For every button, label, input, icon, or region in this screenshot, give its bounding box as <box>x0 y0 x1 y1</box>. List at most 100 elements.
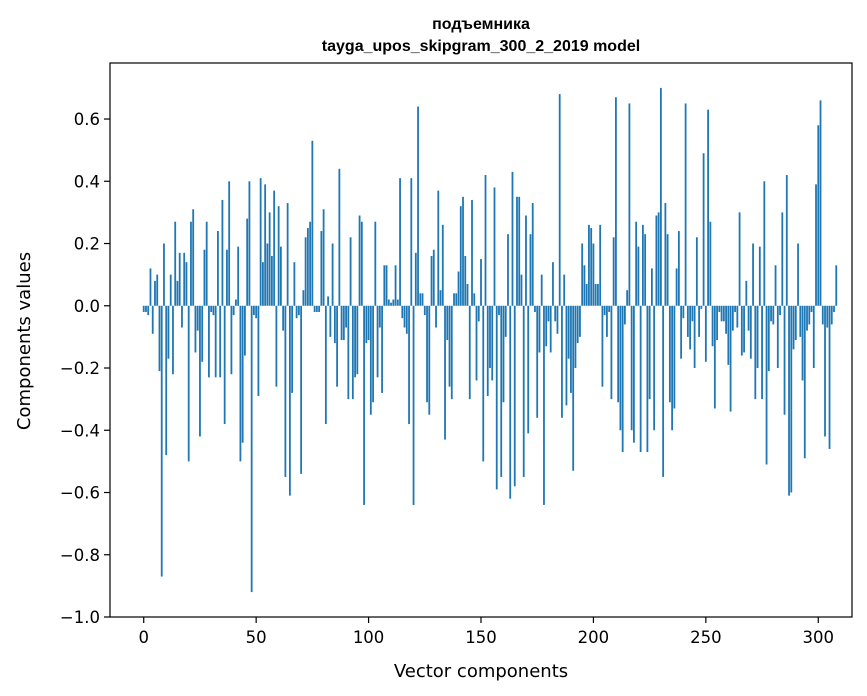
bar-288 <box>790 305 793 493</box>
bar-175 <box>536 305 539 418</box>
bar-3 <box>149 268 152 306</box>
bar-293 <box>801 305 804 381</box>
bar-187 <box>563 274 566 306</box>
bar-128 <box>430 255 433 306</box>
bar-174 <box>534 305 536 312</box>
bar-236 <box>673 305 676 409</box>
bar-142 <box>462 196 464 306</box>
bar-83 <box>329 305 332 337</box>
bar-273 <box>756 305 759 369</box>
bar-18 <box>183 252 186 306</box>
bar-188 <box>565 305 568 406</box>
bar-260 <box>727 305 730 365</box>
bar-215 <box>626 290 629 306</box>
x-tick-label: 200 <box>578 628 610 647</box>
bar-63 <box>284 305 287 477</box>
bar-140 <box>457 271 460 306</box>
bar-141 <box>459 206 462 306</box>
bar-255 <box>716 305 718 340</box>
y-axis: −1.0 −0.8 −0.6 −0.4 −0.2 0.0 0.2 0.4 0.6 <box>60 110 110 627</box>
bar-197 <box>585 283 588 306</box>
bar-209 <box>612 237 615 306</box>
bar-95 <box>356 305 359 375</box>
bar-73 <box>306 227 309 306</box>
bar-203 <box>599 224 602 306</box>
bar-122 <box>417 106 419 306</box>
bar-138 <box>453 293 455 306</box>
bar-29 <box>208 305 210 378</box>
bar-217 <box>630 305 633 431</box>
bar-275 <box>761 305 763 400</box>
bar-129 <box>432 249 435 306</box>
bar-254 <box>713 305 716 409</box>
bar-302 <box>821 305 824 325</box>
bar-182 <box>552 262 554 306</box>
bar-27 <box>203 249 206 306</box>
bar-105 <box>378 305 381 328</box>
bar-280 <box>772 305 775 325</box>
bar-256 <box>718 305 721 312</box>
bar-171 <box>527 305 530 434</box>
x-tick-label: 50 <box>246 628 267 647</box>
bar-54 <box>264 184 267 306</box>
bar-89 <box>342 305 345 340</box>
bar-99 <box>365 305 368 344</box>
bar-238 <box>677 231 680 306</box>
bar-127 <box>428 305 431 415</box>
bar-108 <box>385 265 388 306</box>
bar-50 <box>255 305 258 319</box>
bar-221 <box>639 305 642 453</box>
bar-165 <box>513 305 516 487</box>
bar-91 <box>347 305 350 400</box>
bar-167 <box>518 196 521 306</box>
bar-79 <box>320 231 323 306</box>
bar-107 <box>383 265 386 306</box>
y-tick-label: 0.0 <box>74 297 100 316</box>
bar-135 <box>446 305 449 340</box>
bar-192 <box>574 305 577 369</box>
bar-299 <box>815 184 817 306</box>
bar-149 <box>477 305 480 322</box>
bar-76 <box>313 305 316 312</box>
bar-179 <box>545 305 548 347</box>
bar-134 <box>444 305 446 440</box>
bar-62 <box>282 305 285 331</box>
bar-38 <box>228 181 231 306</box>
bar-147 <box>473 293 476 306</box>
bar-90 <box>345 305 347 328</box>
bar-71 <box>302 290 305 306</box>
bar-102 <box>372 305 374 403</box>
bar-137 <box>450 305 453 400</box>
bar-259 <box>725 305 727 334</box>
bar-97 <box>360 221 363 306</box>
bar-85 <box>333 305 336 344</box>
bar-37 <box>226 249 228 306</box>
bar-143 <box>464 255 467 306</box>
bar-210 <box>615 97 617 306</box>
bar-285 <box>783 305 786 415</box>
bar-66 <box>291 305 294 393</box>
y-tick-label: 0.4 <box>74 172 100 191</box>
bar-48 <box>250 305 253 593</box>
bar-80 <box>322 209 325 306</box>
bar-106 <box>381 305 383 393</box>
bar-88 <box>340 305 343 340</box>
bar-145 <box>468 305 471 400</box>
bar-249 <box>702 153 705 306</box>
bar-101 <box>369 305 372 415</box>
x-axis: 0 50 100 150 200 250 300 <box>138 617 834 647</box>
bar-270 <box>749 305 752 359</box>
bar-231 <box>662 305 665 477</box>
bar-206 <box>606 305 608 337</box>
bar-49 <box>253 305 255 316</box>
bar-274 <box>758 246 761 306</box>
bar-250 <box>704 305 707 362</box>
bar-125 <box>423 305 426 316</box>
bar-109 <box>387 299 390 306</box>
bar-1 <box>145 305 147 312</box>
y-tick-label: −0.6 <box>60 484 100 503</box>
bar-186 <box>561 305 563 418</box>
bar-131 <box>437 190 440 306</box>
bar-111 <box>392 299 395 306</box>
